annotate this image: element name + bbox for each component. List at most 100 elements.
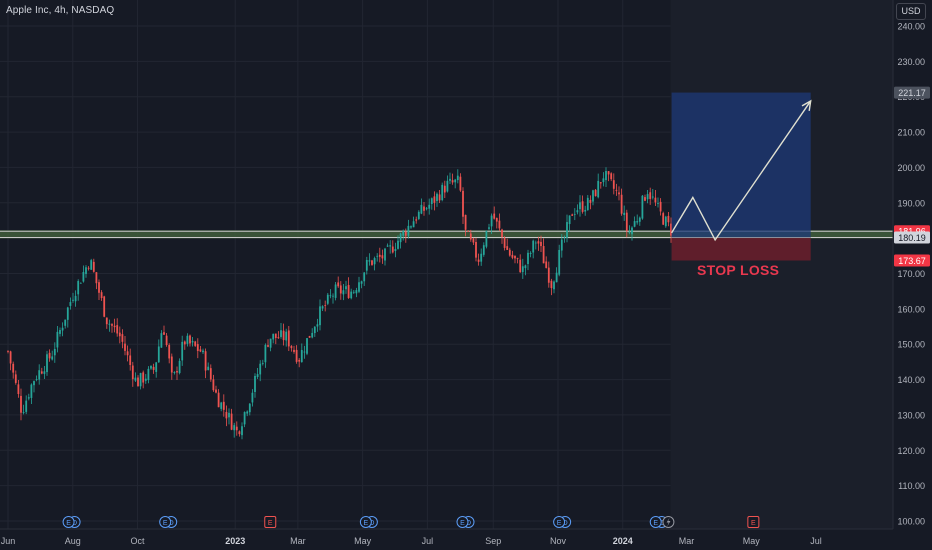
projection-line[interactable] bbox=[671, 100, 812, 242]
candle-body bbox=[597, 180, 600, 198]
earnings-icon[interactable] bbox=[62, 516, 75, 528]
earnings-icon[interactable] bbox=[264, 516, 277, 528]
candle-body bbox=[649, 192, 652, 199]
candle-body bbox=[360, 281, 363, 284]
candle-body bbox=[475, 242, 477, 258]
candle-body bbox=[553, 281, 555, 290]
candle-body bbox=[436, 193, 438, 202]
candle-body bbox=[417, 211, 420, 219]
candle-body bbox=[17, 384, 20, 395]
earnings-icon[interactable] bbox=[553, 516, 566, 528]
candle-body bbox=[124, 343, 126, 351]
candle-body bbox=[394, 249, 397, 251]
event-markers[interactable]: DE DE E DE DE DE DE E bbox=[62, 516, 760, 528]
earnings-icon[interactable] bbox=[649, 516, 662, 528]
candle-body bbox=[38, 370, 41, 380]
candle-body bbox=[662, 213, 665, 225]
candle-body bbox=[558, 249, 561, 275]
candle-body bbox=[410, 226, 412, 228]
candle-body bbox=[625, 212, 628, 231]
candle-body bbox=[300, 349, 303, 363]
candle-body bbox=[269, 338, 272, 348]
candle-body bbox=[579, 202, 581, 210]
candle-body bbox=[61, 327, 64, 331]
x-tick-label: Mar bbox=[290, 536, 306, 546]
candle-body bbox=[72, 299, 74, 301]
candle-body bbox=[139, 373, 142, 387]
candle-body bbox=[378, 254, 381, 257]
support-zone-band[interactable] bbox=[0, 230, 893, 239]
earnings-icon[interactable] bbox=[456, 516, 469, 528]
candle-body bbox=[90, 260, 93, 270]
earnings-icon[interactable] bbox=[159, 516, 172, 528]
candle-body bbox=[233, 425, 236, 431]
dividend-letter: D bbox=[563, 520, 568, 527]
candle-body bbox=[560, 239, 563, 251]
candle-body bbox=[423, 206, 425, 211]
candle-body bbox=[602, 178, 605, 183]
candle-body bbox=[345, 286, 347, 290]
candle-body bbox=[615, 189, 618, 191]
candle-body bbox=[35, 379, 38, 380]
y-tick-label: 110.00 bbox=[898, 481, 925, 491]
candle-body bbox=[495, 217, 498, 222]
candle-body bbox=[85, 267, 87, 274]
candle-body bbox=[7, 351, 9, 352]
candle-body bbox=[22, 412, 25, 413]
currency-button[interactable]: USD bbox=[896, 3, 926, 20]
candle-body bbox=[430, 198, 433, 204]
dividend-letter: D bbox=[659, 520, 664, 527]
candle-body bbox=[490, 215, 493, 227]
candle-body bbox=[121, 334, 124, 342]
candle-body bbox=[46, 354, 48, 373]
candle-body bbox=[285, 331, 288, 341]
candle-body bbox=[181, 341, 184, 361]
candle-body bbox=[397, 240, 399, 249]
candle-body bbox=[412, 221, 415, 228]
candle-body bbox=[230, 413, 233, 430]
x-tick-label: Mar bbox=[679, 536, 695, 546]
candle-body bbox=[488, 227, 490, 229]
candle-body bbox=[462, 190, 464, 217]
candle-body bbox=[144, 378, 147, 381]
candle-body bbox=[511, 254, 514, 258]
x-tick-label: May bbox=[354, 536, 372, 546]
candle-body bbox=[485, 230, 488, 247]
stop-loss-label: STOP LOSS bbox=[697, 262, 780, 278]
candle-body bbox=[514, 255, 516, 259]
candle-body bbox=[20, 395, 22, 413]
stop-loss-zone[interactable] bbox=[671, 237, 811, 261]
earnings-letter: E bbox=[460, 520, 465, 527]
candle-body bbox=[191, 341, 194, 343]
candle-body bbox=[280, 330, 282, 337]
candle-body bbox=[446, 180, 449, 192]
candle-body bbox=[152, 366, 155, 370]
candle-body bbox=[433, 196, 436, 203]
price-label-lower: 180.19 bbox=[898, 233, 926, 243]
candle-body bbox=[51, 356, 54, 360]
projection-path[interactable] bbox=[671, 99, 812, 242]
long-position-tool[interactable] bbox=[671, 92, 811, 261]
candle-body bbox=[498, 220, 501, 229]
candle-body bbox=[178, 360, 181, 374]
earnings-icon[interactable] bbox=[359, 516, 372, 528]
candle-body bbox=[563, 237, 566, 239]
candles bbox=[7, 167, 672, 440]
candle-body bbox=[100, 292, 103, 299]
candle-body bbox=[160, 333, 163, 348]
candle-body bbox=[501, 229, 503, 238]
symbol-title[interactable]: Apple Inc, 4h, NASDAQ bbox=[6, 5, 115, 16]
candle-body bbox=[251, 392, 254, 403]
candle-body bbox=[589, 199, 592, 203]
profit-target-zone[interactable] bbox=[671, 92, 811, 238]
candle-body bbox=[30, 384, 33, 398]
candle-body bbox=[586, 197, 589, 211]
candle-body bbox=[646, 194, 649, 200]
earnings-icon[interactable] bbox=[747, 516, 760, 528]
x-tick-label: 2023 bbox=[225, 536, 245, 546]
candle-body bbox=[306, 338, 308, 354]
candle-body bbox=[482, 245, 485, 255]
candle-body bbox=[316, 324, 319, 327]
x-tick-label: May bbox=[743, 536, 761, 546]
